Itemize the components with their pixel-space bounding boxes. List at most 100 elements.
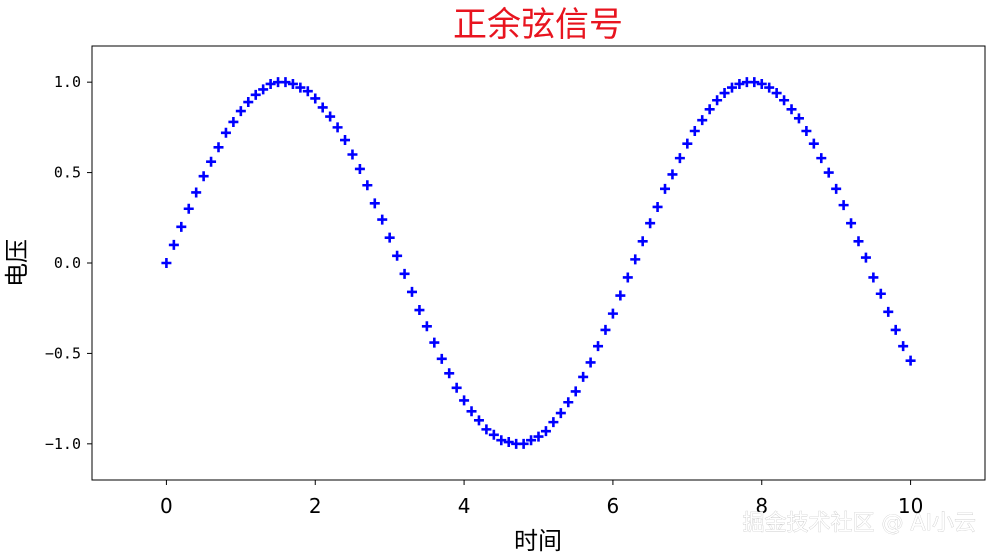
data-point-marker [793, 113, 804, 124]
data-point-marker [451, 382, 462, 393]
data-point-marker [235, 106, 246, 117]
x-axis-label: 时间 [514, 527, 562, 552]
x-tick-label: 8 [755, 494, 768, 518]
data-point-marker [518, 438, 529, 449]
data-point-marker [674, 153, 685, 164]
data-point-marker [734, 78, 745, 89]
data-point-marker [526, 435, 537, 446]
data-point-marker [176, 221, 187, 232]
data-point-marker [637, 236, 648, 247]
data-point-marker [630, 254, 641, 265]
y-axis-label: 电压 [3, 239, 31, 287]
data-point-marker [540, 426, 551, 437]
x-tick-label: 4 [458, 494, 471, 518]
data-point-marker [823, 167, 834, 178]
data-point-marker [831, 183, 842, 194]
data-point-marker [481, 424, 492, 435]
data-point-marker [890, 324, 901, 335]
data-point-marker [280, 77, 291, 88]
data-point-marker [429, 337, 440, 348]
data-point-marker [853, 236, 864, 247]
data-point-marker [704, 104, 715, 115]
data-point-marker [555, 408, 566, 419]
chart-title: 正余弦信号 [453, 5, 623, 45]
data-point-marker [399, 268, 410, 279]
data-point-marker [868, 272, 879, 283]
data-point-marker [860, 252, 871, 263]
data-point-marker [600, 324, 611, 335]
data-point-marker [503, 437, 514, 448]
x-tick-label: 10 [898, 494, 923, 518]
data-point-marker [615, 290, 626, 301]
data-point-marker [488, 429, 499, 440]
x-tick-label: 0 [160, 494, 173, 518]
data-point-marker [585, 357, 596, 368]
x-axis-ticks: 0 2 4 6 8 10 [160, 480, 923, 518]
data-point-marker [808, 138, 819, 149]
data-point-marker [406, 286, 417, 297]
y-tick-label: −1.0 [45, 435, 81, 453]
data-point-marker [384, 232, 395, 243]
data-point-marker [645, 218, 656, 229]
data-point-marker [310, 93, 321, 104]
data-point-marker [317, 102, 328, 113]
data-point-marker [198, 171, 209, 182]
data-point-marker [905, 355, 916, 366]
data-point-marker [838, 200, 849, 211]
data-point-marker [660, 183, 671, 194]
data-point-marker [771, 88, 782, 99]
data-point-marker [243, 97, 254, 108]
data-point-marker [593, 341, 604, 352]
data-series [161, 77, 916, 449]
data-point-marker [548, 417, 559, 428]
data-point-marker [444, 368, 455, 379]
data-point-marker [414, 305, 425, 316]
data-point-marker [191, 187, 202, 198]
watermark-text: 掘金技术社区 @ AI小云 [742, 511, 976, 536]
data-point-marker [220, 127, 231, 138]
data-point-marker [347, 149, 358, 160]
data-point-marker [459, 395, 470, 406]
data-point-marker [652, 201, 663, 212]
data-point-marker [325, 111, 336, 122]
data-point-marker [749, 77, 760, 88]
data-point-marker [436, 353, 447, 364]
data-point-marker [161, 258, 172, 268]
data-point-marker [265, 78, 276, 89]
data-point-marker [168, 239, 179, 250]
data-point-marker [816, 153, 827, 164]
data-point-marker [206, 156, 217, 167]
y-tick-label: −0.5 [45, 344, 81, 362]
data-point-marker [228, 116, 239, 127]
data-point-marker [533, 431, 544, 442]
x-tick-label: 6 [607, 494, 620, 518]
data-point-marker [287, 78, 298, 89]
data-point-marker [295, 82, 306, 93]
data-point-marker [689, 125, 700, 136]
data-point-marker [779, 95, 790, 106]
data-point-marker [712, 95, 723, 106]
data-point-marker [578, 371, 589, 382]
data-point-marker [846, 218, 857, 229]
data-point-marker [697, 115, 708, 126]
data-point-marker [362, 180, 373, 191]
data-point-marker [466, 406, 477, 417]
data-point-marker [258, 84, 269, 95]
data-point-marker [183, 203, 194, 214]
data-point-marker [392, 250, 403, 261]
data-point-marker [875, 288, 886, 299]
data-point-marker [667, 169, 678, 180]
data-point-marker [756, 78, 767, 89]
x-tick-label: 2 [309, 494, 322, 518]
data-point-marker [473, 415, 484, 426]
data-point-marker [898, 341, 909, 352]
y-tick-label: 1.0 [54, 73, 81, 91]
data-point-marker [563, 397, 574, 408]
data-point-marker [354, 163, 365, 174]
data-point-marker [622, 272, 633, 283]
y-tick-label: 0.5 [54, 164, 81, 182]
data-point-marker [421, 321, 432, 332]
data-point-marker [607, 308, 618, 319]
